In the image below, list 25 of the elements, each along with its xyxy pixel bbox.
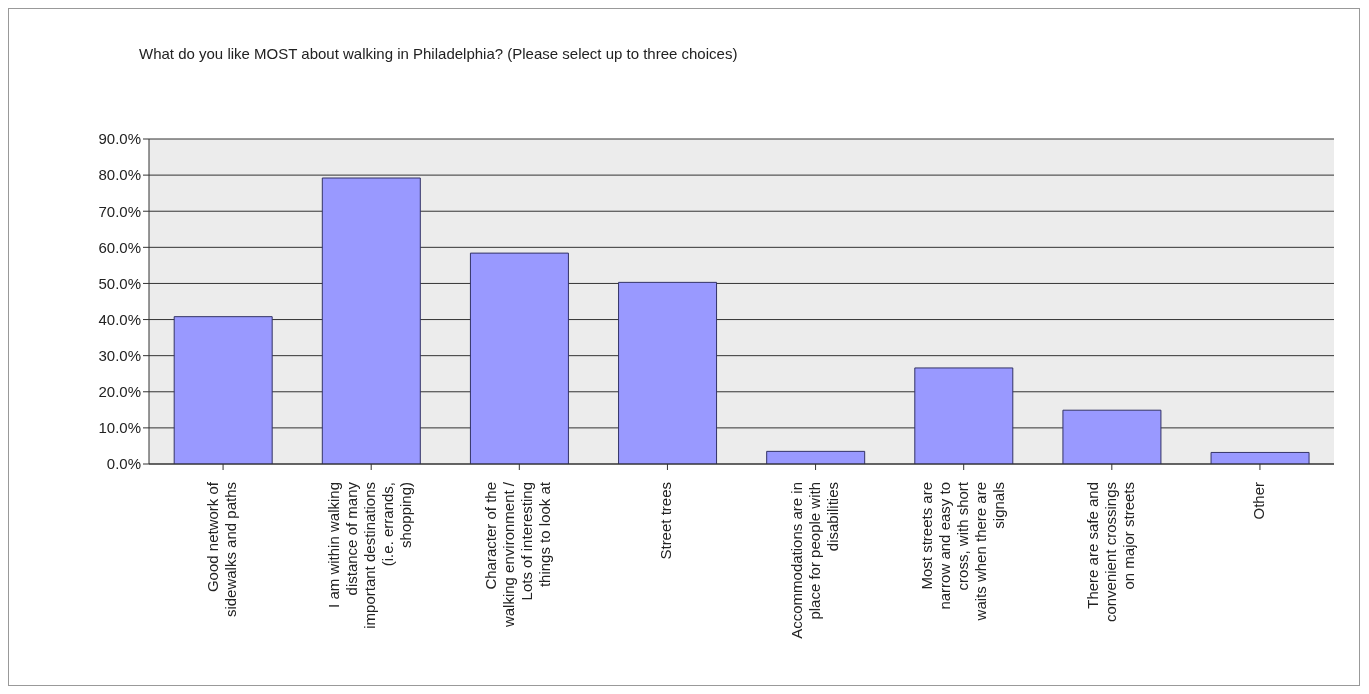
- y-tick-label: 70.0%: [98, 202, 141, 220]
- y-tick-label: 30.0%: [98, 346, 141, 364]
- x-tick-label: Good network of sidewalks and paths: [204, 481, 240, 618]
- y-tick-label: 90.0%: [98, 130, 141, 148]
- chart-title: What do you like MOST about walking in Philadelphia? (Please select up to three choices): [139, 45, 738, 62]
- x-tick-label: Most streets are narrow and easy to cross, with short waits when there are signals: [917, 481, 1007, 622]
- y-tick-label: 60.0%: [98, 238, 141, 256]
- bar: [618, 281, 718, 464]
- bar: [1210, 451, 1310, 464]
- y-tick-label: 20.0%: [98, 383, 141, 401]
- y-tick-label: 40.0%: [98, 310, 141, 328]
- y-tick-label: 0.0%: [106, 455, 141, 473]
- bar: [469, 252, 569, 464]
- y-tick-label: 50.0%: [98, 274, 141, 292]
- bar: [173, 316, 273, 464]
- bar: [766, 450, 866, 464]
- x-tick-label: Street trees: [657, 482, 675, 560]
- y-tick-label: 80.0%: [98, 166, 141, 184]
- x-tick-label: Accommodations are in place for people with disabilities: [787, 482, 841, 639]
- x-tick-label: I am within walking distance of many important destinations (i.e. errands, shopping): [325, 481, 415, 629]
- bar: [1062, 409, 1162, 464]
- bar: [914, 367, 1014, 464]
- x-tick-label: Other: [1249, 482, 1267, 520]
- bar: [321, 177, 421, 464]
- y-tick-label: 10.0%: [98, 419, 141, 437]
